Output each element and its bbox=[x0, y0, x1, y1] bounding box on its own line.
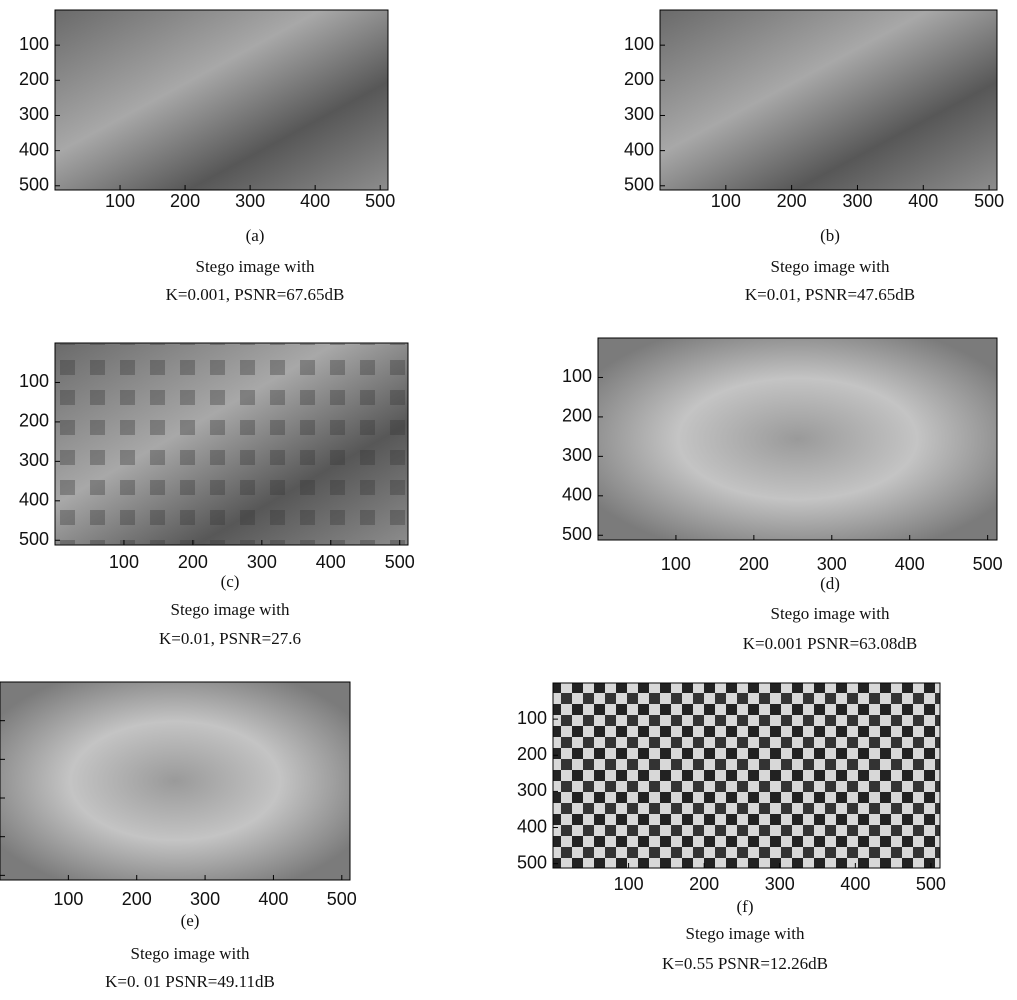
x-tick-label: 100 bbox=[711, 191, 741, 211]
x-tick-label: 300 bbox=[190, 889, 220, 909]
x-tick-label: 200 bbox=[777, 191, 807, 211]
subfigure-label: (e) bbox=[181, 911, 200, 930]
x-tick-label: 500 bbox=[916, 874, 946, 894]
caption: Stego image with bbox=[196, 257, 315, 276]
x-tick-label: 200 bbox=[122, 889, 152, 909]
y-tick-label: 200 bbox=[624, 69, 654, 89]
y-tick-label: 500 bbox=[624, 175, 654, 195]
x-tick-label: 300 bbox=[765, 874, 795, 894]
y-tick-label: 200 bbox=[517, 744, 547, 764]
caption: Stego image with bbox=[131, 944, 250, 963]
y-tick-label: 300 bbox=[19, 104, 49, 124]
x-tick-label: 400 bbox=[895, 554, 925, 574]
x-tick-label: 500 bbox=[974, 191, 1004, 211]
y-tick-label: 300 bbox=[624, 104, 654, 124]
image bbox=[598, 338, 997, 540]
x-tick-label: 100 bbox=[109, 552, 139, 572]
caption: K=0. 01 PSNR=49.11dB bbox=[105, 972, 275, 991]
subfigure-label: (c) bbox=[221, 572, 240, 591]
subfigure-label: (a) bbox=[246, 226, 265, 245]
x-tick-label: 300 bbox=[235, 191, 265, 211]
y-tick-label: 500 bbox=[517, 852, 547, 872]
y-tick-label: 100 bbox=[517, 708, 547, 728]
y-tick-label: 400 bbox=[19, 490, 49, 510]
x-tick-label: 100 bbox=[53, 889, 83, 909]
x-tick-label: 200 bbox=[178, 552, 208, 572]
image bbox=[660, 10, 997, 190]
x-tick-label: 500 bbox=[365, 191, 395, 211]
image bbox=[0, 682, 350, 880]
x-tick-label: 100 bbox=[614, 874, 644, 894]
caption: Stego image with bbox=[771, 257, 890, 276]
x-tick-label: 400 bbox=[908, 191, 938, 211]
caption: K=0.55 PSNR=12.26dB bbox=[662, 954, 828, 973]
y-tick-label: 200 bbox=[19, 411, 49, 431]
x-tick-label: 400 bbox=[316, 552, 346, 572]
caption: K=0.001, PSNR=67.65dB bbox=[166, 285, 345, 304]
y-tick-label: 400 bbox=[19, 139, 49, 159]
y-tick-label: 300 bbox=[562, 445, 592, 465]
y-tick-label: 300 bbox=[517, 780, 547, 800]
y-tick-label: 100 bbox=[19, 34, 49, 54]
y-tick-label: 500 bbox=[19, 529, 49, 549]
y-tick-label: 400 bbox=[562, 485, 592, 505]
x-tick-label: 300 bbox=[842, 191, 872, 211]
x-tick-label: 100 bbox=[661, 554, 691, 574]
figure: 100 200 300 400 500 100 200 300 400 500 (a) Stego i… bbox=[0, 0, 1017, 1000]
y-tick-label: 200 bbox=[562, 406, 592, 426]
x-tick-label: 400 bbox=[300, 191, 330, 211]
caption: K=0.01, PSNR=47.65dB bbox=[745, 285, 915, 304]
caption: Stego image with bbox=[686, 924, 805, 943]
y-tick-label: 500 bbox=[562, 524, 592, 544]
x-tick-label: 500 bbox=[327, 889, 357, 909]
caption: Stego image with bbox=[771, 604, 890, 623]
image bbox=[553, 683, 940, 868]
subfigure-label: (f) bbox=[737, 897, 754, 916]
image-overlay bbox=[55, 343, 408, 545]
x-tick-label: 400 bbox=[258, 889, 288, 909]
x-tick-label: 100 bbox=[105, 191, 135, 211]
x-tick-label: 300 bbox=[817, 554, 847, 574]
y-tick-label: 100 bbox=[19, 371, 49, 391]
x-tick-label: 400 bbox=[840, 874, 870, 894]
subfigure-label: (b) bbox=[820, 226, 840, 245]
x-tick-label: 300 bbox=[247, 552, 277, 572]
y-tick-label: 200 bbox=[19, 69, 49, 89]
y-tick-label: 100 bbox=[562, 366, 592, 386]
y-tick-label: 100 bbox=[624, 34, 654, 54]
y-tick-label: 500 bbox=[19, 175, 49, 195]
y-tick-label: 400 bbox=[624, 139, 654, 159]
image bbox=[55, 10, 388, 190]
caption: K=0.01, PSNR=27.6 bbox=[159, 629, 301, 648]
y-tick-label: 400 bbox=[517, 816, 547, 836]
x-tick-label: 200 bbox=[689, 874, 719, 894]
x-tick-label: 200 bbox=[170, 191, 200, 211]
x-tick-label: 200 bbox=[739, 554, 769, 574]
subfigure-label: (d) bbox=[820, 574, 840, 593]
caption: Stego image with bbox=[171, 600, 290, 619]
y-tick-label: 300 bbox=[19, 450, 49, 470]
x-tick-label: 500 bbox=[385, 552, 415, 572]
caption: K=0.001 PSNR=63.08dB bbox=[743, 634, 918, 653]
x-tick-label: 500 bbox=[973, 554, 1003, 574]
